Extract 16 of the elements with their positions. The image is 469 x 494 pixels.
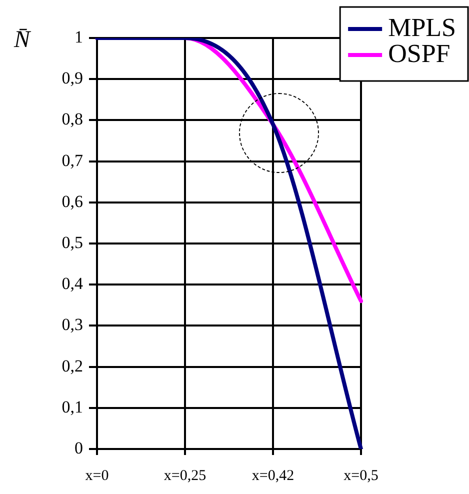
y-tick-label: 0,4	[62, 274, 84, 294]
y-tick-label: 0,8	[62, 110, 83, 129]
y-tick-label: 0,5	[62, 232, 83, 252]
x-tick-label: x=0,5	[344, 468, 378, 484]
y-axis-title: N̄	[13, 27, 32, 53]
y-tick-label: 0,7	[62, 150, 84, 170]
y-tick-label: 0,3	[62, 315, 83, 334]
x-tick-label: x=0,42	[252, 468, 294, 484]
y-tick-label: 0,1	[62, 397, 83, 416]
y-tick-label: 0,6	[62, 192, 83, 211]
x-tick-label: x=0,25	[164, 468, 206, 484]
y-tick-label: 1	[74, 27, 83, 46]
y-tick-label: 0	[74, 438, 83, 458]
y-tick-label: 0,9	[62, 68, 83, 88]
x-tick-label: x=0	[85, 468, 109, 484]
y-tick-label: 0,2	[62, 356, 83, 376]
